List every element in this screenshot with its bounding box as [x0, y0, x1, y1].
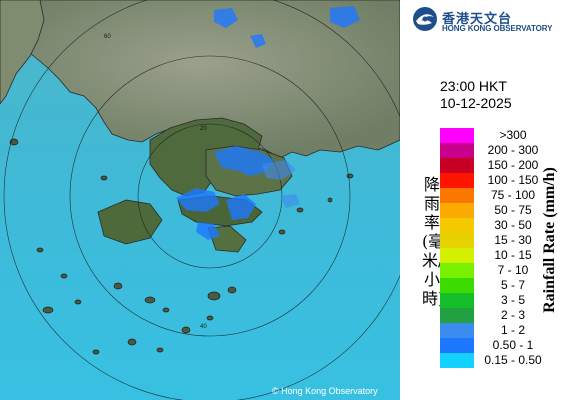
- ring-label-60: 60: [104, 34, 111, 40]
- legend-swatch: [440, 248, 474, 263]
- legend-bin-label: 2 - 3: [500, 308, 525, 322]
- legend-swatch: [440, 263, 474, 278]
- legend-bin-label: >300: [499, 128, 527, 142]
- legend-bin-label: 7 - 10: [497, 263, 529, 277]
- hko-logo-icon: [413, 7, 437, 31]
- legend-swatch: [440, 293, 474, 308]
- legend-axis-label-en: Rainfall Rate (mm/h): [541, 167, 558, 313]
- west-peninsula: [0, 0, 45, 105]
- legend-bin-label: 10 - 15: [494, 248, 532, 262]
- timestamp-date: 10-12-2025: [440, 95, 512, 111]
- hko-logo[interactable]: 香港天文台 HONG KONG OBSERVATORY: [412, 6, 572, 36]
- legend-bin-label: 5 - 7: [500, 278, 525, 292]
- copyright-text: © Hong Kong Observatory: [272, 386, 378, 396]
- legend-bin-label: 75 - 100: [490, 188, 536, 202]
- legend-bin-label: 0.50 - 1: [492, 338, 534, 352]
- legend-swatch: [440, 173, 474, 188]
- legend-panel: 香港天文台 HONG KONG OBSERVATORY 23:00 HKT 10…: [400, 0, 577, 400]
- legend-bin-label: 0.15 - 0.50: [484, 353, 542, 367]
- org-name-cn: 香港天文台: [442, 12, 513, 27]
- legend-axis-label-cn: 降雨率(毫米/小時): [422, 175, 445, 308]
- ring-label-40: 40: [200, 324, 207, 330]
- legend-swatch: [440, 323, 474, 338]
- ring-label-20: 20: [200, 126, 207, 132]
- legend-swatch: [440, 128, 474, 143]
- legend-swatch: [440, 203, 474, 218]
- ring-labels: 20 40 60: [104, 34, 207, 330]
- small-islands: [9, 138, 354, 355]
- legend-bin-label: 15 - 30: [494, 233, 532, 247]
- light-rain-echoes: [262, 160, 300, 208]
- legend-swatch: [440, 143, 474, 158]
- legend-bin-label: 30 - 50: [494, 218, 532, 232]
- legend-swatch: [440, 308, 474, 323]
- legend-swatch: [440, 233, 474, 248]
- legend-bin-label: 100 - 150: [487, 173, 539, 187]
- legend-bin-label: 200 - 300: [487, 143, 539, 157]
- legend-bin-label: 150 - 200: [487, 158, 539, 172]
- radar-map-canvas: 20 40 60 © Hong Kong Observatory: [0, 0, 400, 400]
- legend-swatch: [440, 218, 474, 233]
- legend-swatch: [440, 338, 474, 353]
- legend-swatch: [440, 188, 474, 203]
- legend-swatch: [440, 353, 474, 368]
- west-island: [97, 199, 163, 245]
- radar-map[interactable]: 20 40 60 © Hong Kong Observatory: [0, 0, 400, 400]
- legend-swatch: [440, 158, 474, 173]
- org-name-en: HONG KONG OBSERVATORY: [442, 24, 553, 33]
- legend-bin-label: 50 - 75: [494, 203, 532, 217]
- legend-bin-label: 1 - 2: [500, 323, 525, 337]
- timestamp-time: 23:00 HKT: [440, 78, 507, 94]
- legend-bin-label: 3 - 5: [500, 293, 525, 307]
- legend-swatch: [440, 278, 474, 293]
- rain-echoes: [176, 6, 360, 240]
